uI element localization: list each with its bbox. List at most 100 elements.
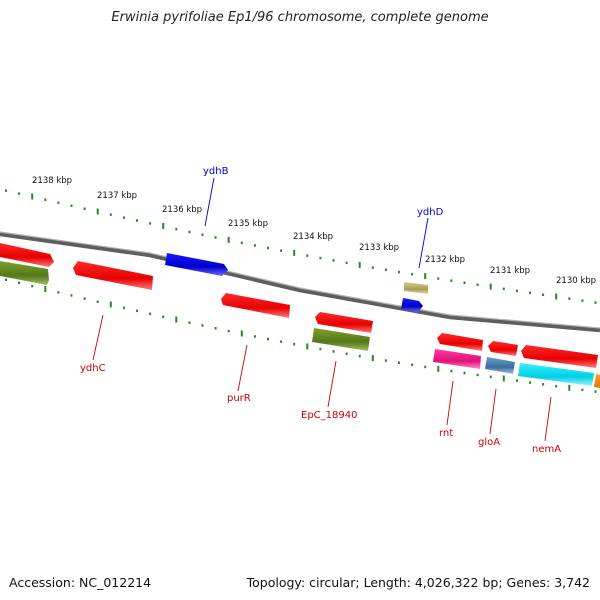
gene-arrow-small-blue[interactable] [401,298,423,312]
kbp-label-2130: 2130 kbp [556,276,596,286]
ruler-minor-tick [398,361,400,364]
gene-arrow-rnt[interactable] [433,349,481,369]
ruler-minor-tick [568,297,571,300]
gene-arrow-nemA[interactable] [518,363,594,386]
ruler-minor-tick [214,236,217,239]
leader-purR [237,344,248,392]
ruler-minor-tick [345,352,348,356]
ruler-minor-tick [332,259,335,262]
leader-rnt [446,380,454,426]
ruler-minor-tick [450,369,453,373]
ruler-minor-tick [18,281,21,285]
ruler-minor-tick [57,291,60,294]
ruler-minor-tick [109,213,112,216]
ruler-minor-tick [555,385,558,388]
gene-arrow-ydhC[interactable] [73,261,153,290]
ruler-minor-tick [411,363,414,367]
label-EpC_18940[interactable]: EpC_18940 [301,410,357,421]
ruler-minor-tick [83,297,86,300]
kbp-label-2136: 2136 kbp [162,205,202,215]
leader-ydhC [92,314,104,361]
ruler-major-tick [240,330,243,337]
leader-ydhB [204,177,215,227]
ruler-minor-tick [542,293,545,296]
ruler-minor-tick [253,335,256,338]
ruler-minor-tick [371,266,374,269]
gene-arrow-nemA-red[interactable] [521,345,598,368]
gene-arrow-ydhB[interactable] [165,253,228,276]
gene-arrow-purR[interactable] [221,293,290,318]
ruler-minor-tick [594,390,597,393]
ruler-minor-tick [515,379,518,382]
ruler-minor-tick [57,201,60,204]
ruler-minor-tick [201,233,204,236]
gene-arrow-EpC_18940[interactable] [315,312,373,333]
forward-strand-genes [165,253,428,312]
ruler-minor-tick [424,365,427,369]
ruler-minor-tick [450,279,453,282]
accession-text: Accession: NC_012214 [9,575,152,590]
gene-arrow-EpC_olive[interactable] [312,328,370,351]
ruler-major-tick [44,286,47,292]
ruler-minor-tick [384,268,387,271]
label-nemA[interactable]: nemA [532,444,561,455]
ruler-minor-tick [136,309,138,313]
ruler-minor-tick [188,321,191,324]
ruler-minor-tick [476,373,479,377]
ruler-major-tick [437,365,440,372]
label-rnt[interactable]: rnt [439,428,453,439]
gene-arrow-left-red[interactable] [0,243,54,267]
gene-arrow-left-olive[interactable] [0,261,49,285]
ruler-minor-tick [502,287,505,291]
ruler-minor-tick [96,300,99,303]
ruler-minor-tick [384,359,387,362]
ruler-minor-tick [136,219,138,222]
label-purR[interactable]: purR [227,393,251,404]
ruler-minor-tick [306,254,309,257]
ruler-minor-tick [280,340,283,343]
ruler-major-tick [568,384,571,391]
backbone [0,231,600,333]
ruler-minor-tick [280,249,283,252]
gene-arrow-ydhD[interactable] [404,282,428,294]
ruler-major-tick [489,283,492,290]
ruler-minor-tick [5,278,7,281]
label-ydhD[interactable]: ydhD [417,207,444,218]
ruler-major-tick [162,223,165,229]
ruler-minor-tick [83,207,86,210]
label-ydhC[interactable]: ydhC [80,363,106,374]
ruler-minor-tick [227,329,230,333]
ruler-major-tick [358,262,361,268]
ruler-minor-tick [358,354,361,358]
ruler-minor-tick [581,388,584,392]
ruler-major-tick [424,273,427,280]
ruler-major-tick [502,375,505,382]
gene-arrow-gloA-red[interactable] [488,341,518,356]
gene-arrow-right-orange[interactable] [594,374,600,388]
ruler-minor-tick [149,222,152,225]
label-leader-lines [92,177,552,442]
ruler-major-tick [227,236,230,243]
ruler-minor-tick [463,281,466,284]
label-gloA[interactable]: gloA [478,437,500,448]
gene-arrow-gloA[interactable] [485,357,515,374]
ruler-major-tick [175,316,178,323]
ruler-minor-tick [149,312,152,316]
ruler-minor-tick [201,324,204,327]
label-ydhB[interactable]: ydhB [203,166,229,177]
gene-arrow-rnt-red[interactable] [437,333,483,351]
inner-ruler-ticks [5,278,597,393]
ruler-minor-tick [437,277,440,280]
ruler-minor-tick [515,289,518,293]
ruler-major-tick [96,208,99,215]
ruler-minor-tick [122,306,125,310]
leader-nemA [544,396,552,442]
ruler-major-tick [109,301,112,308]
ruler-minor-tick [175,227,178,231]
kbp-label-2131: 2131 kbp [490,266,530,276]
ruler-minor-tick [267,337,269,341]
ruler-minor-tick [319,256,322,260]
ruler-minor-tick [70,204,73,207]
ruler-minor-tick [398,270,400,274]
